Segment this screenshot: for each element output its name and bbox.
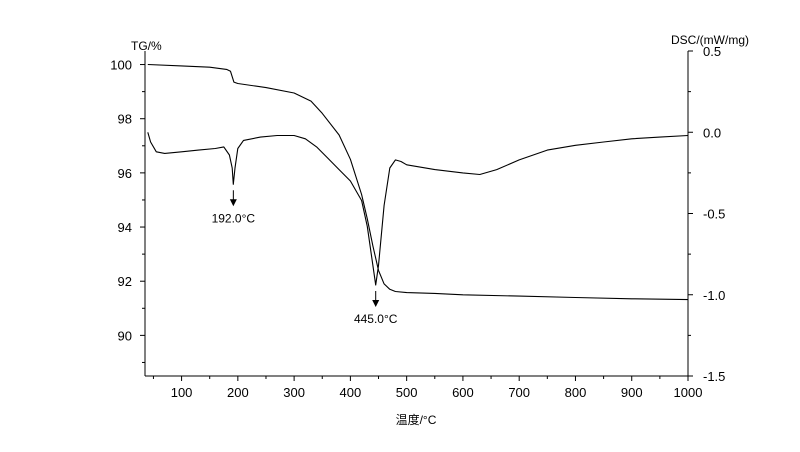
x-tick-label: 600 xyxy=(452,385,474,400)
peak-annotation-label: 192.0°C xyxy=(212,211,256,225)
x-tick-label: 200 xyxy=(227,385,249,400)
y-right-tick-label: -0.5 xyxy=(703,207,725,222)
peak-arrow-head xyxy=(229,199,237,207)
y-right-tick-label: -1.5 xyxy=(703,369,725,384)
y-left-tick-label: 100 xyxy=(110,58,132,73)
x-tick-label: 100 xyxy=(171,385,193,400)
y-right-tick-label: 0.0 xyxy=(703,125,721,140)
x-tick-label: 1000 xyxy=(674,385,703,400)
y-left-tick-label: 96 xyxy=(118,166,132,181)
annotation-layer: 192.0°C 445.0°C xyxy=(212,190,398,326)
ticks-layer: 100 200 300 400 500 600 700 800 900 1000 90 92 94 96 9… xyxy=(110,44,725,400)
y-left-tick-label: 94 xyxy=(118,220,132,235)
peak-annotation-label: 445.0°C xyxy=(354,312,398,326)
y-right-tick-label: -1.0 xyxy=(703,288,725,303)
x-tick-label: 800 xyxy=(565,385,587,400)
y-left-tick-label: 92 xyxy=(118,274,132,289)
tg-series-line xyxy=(147,63,689,301)
y-left-title: TG/% xyxy=(131,39,162,53)
series-layer xyxy=(147,63,689,301)
y-left-tick-label: 98 xyxy=(118,112,132,127)
x-tick-label: 300 xyxy=(283,385,305,400)
y-left-tick-label: 90 xyxy=(118,328,132,343)
x-axis-title: 温度/°C xyxy=(396,412,437,427)
x-tick-label: 500 xyxy=(396,385,418,400)
dsc-series-line xyxy=(147,132,689,286)
x-tick-label: 700 xyxy=(508,385,530,400)
y-right-title: DSC/(mW/mg) xyxy=(671,33,749,47)
peak-arrow-head xyxy=(372,300,380,307)
x-tick-label: 400 xyxy=(340,385,362,400)
x-tick-label: 900 xyxy=(621,385,643,400)
y-right-tick-label: 0.5 xyxy=(703,44,721,59)
